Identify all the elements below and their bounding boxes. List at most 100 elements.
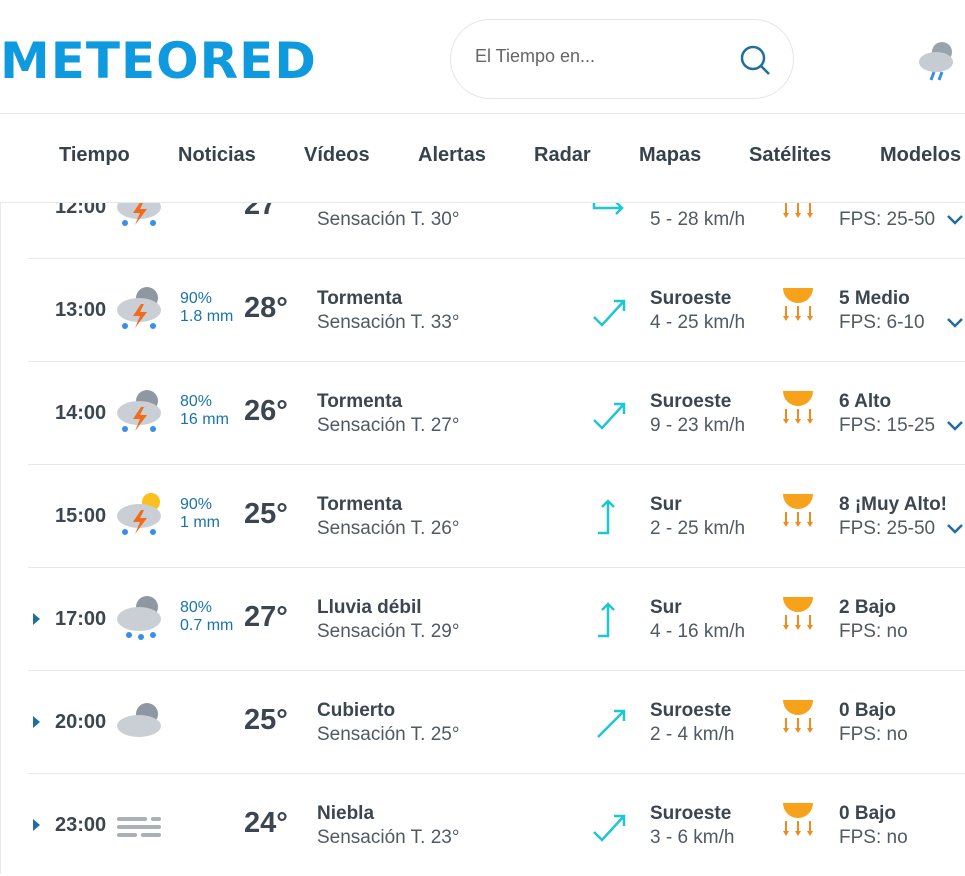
wind-speed: 4 - 25 km/h bbox=[650, 312, 746, 333]
forecast-row[interactable]: 17:00 80% 0.7 mm 27° Lluvia débil Sensación T… bbox=[28, 567, 965, 670]
feels-like: Sensación T. 29° bbox=[317, 621, 460, 642]
hour: 23:00 bbox=[55, 814, 107, 836]
fps: FPS: no bbox=[839, 724, 908, 745]
uv-sun-icon bbox=[783, 494, 813, 527]
condition-text: Tormenta bbox=[317, 391, 403, 412]
feels-like: Sensación T. 33° bbox=[317, 312, 460, 333]
hour: 13:00 bbox=[55, 299, 107, 321]
search-box[interactable] bbox=[450, 19, 794, 99]
list-border bbox=[0, 203, 1, 874]
wind-direction-icon bbox=[593, 299, 626, 327]
meteored-logo[interactable]: METEORED bbox=[0, 32, 317, 90]
chevron-down-icon[interactable] bbox=[946, 420, 964, 432]
nav-alertas[interactable]: Alertas bbox=[418, 144, 486, 166]
condition-text: Niebla bbox=[317, 803, 375, 824]
wind-direction: Suroeste bbox=[650, 700, 732, 721]
forecast-row[interactable]: 20:00 25° Cubierto Sensación T. 25° Suroeste… bbox=[28, 670, 965, 773]
precipitation: 80% 0.7 mm bbox=[180, 599, 233, 635]
wind-direction-icon bbox=[598, 499, 615, 535]
condition: Sensación T. 30° bbox=[317, 184, 459, 232]
expand-triangle-icon[interactable] bbox=[33, 716, 40, 728]
fps: FPS: 6-10 bbox=[839, 312, 925, 333]
wind: Suroeste 3 - 6 km/h bbox=[650, 802, 734, 850]
condition-text: Cubierto bbox=[317, 700, 396, 721]
feels-like: Sensación T. 27° bbox=[317, 415, 460, 436]
fog-weather-icon bbox=[117, 817, 161, 837]
uv-sun-icon bbox=[783, 597, 813, 630]
feels-like: Sensación T. 25° bbox=[317, 724, 460, 745]
cloudy-weather-icon bbox=[117, 703, 161, 737]
uv-index: 8 ¡Muy Alto! FPS: 25-50 bbox=[839, 493, 947, 541]
wind: Sur 2 - 25 km/h bbox=[650, 493, 745, 541]
uv-sun-icon bbox=[783, 700, 813, 733]
temperature: 25° bbox=[244, 704, 288, 736]
fps: FPS: 15-25 bbox=[839, 415, 936, 436]
uv-level: 8 ¡Muy Alto! bbox=[839, 494, 948, 515]
chevron-down-icon[interactable] bbox=[946, 214, 964, 226]
uv-sun-icon bbox=[783, 288, 813, 321]
wind-speed: 5 - 28 km/h bbox=[650, 209, 746, 230]
condition: Niebla Sensación T. 23° bbox=[317, 802, 459, 850]
wind-direction-icon bbox=[593, 814, 626, 842]
temperature: 26° bbox=[244, 395, 288, 427]
fps: FPS: no bbox=[839, 621, 908, 642]
hour: 17:00 bbox=[55, 608, 107, 630]
search-icon[interactable] bbox=[739, 44, 773, 78]
uv-index: 2 Bajo FPS: no bbox=[839, 596, 908, 644]
uv-level: 2 Bajo bbox=[839, 597, 897, 618]
fps: FPS: no bbox=[839, 827, 908, 848]
expand-triangle-icon[interactable] bbox=[33, 613, 40, 625]
wind-direction-icon bbox=[598, 602, 615, 638]
wind: 5 - 28 km/h bbox=[650, 184, 745, 232]
forecast-row[interactable]: 23:00 24° Niebla Sensación T. 23° Suroeste 3 … bbox=[28, 773, 965, 876]
wind-direction: Suroeste bbox=[650, 391, 732, 412]
wind-speed: 2 - 25 km/h bbox=[650, 518, 746, 539]
uv-level: 5 Medio bbox=[839, 288, 910, 309]
nav-noticias[interactable]: Noticias bbox=[178, 144, 256, 166]
precip-probability: 90% bbox=[180, 496, 213, 513]
nav-mapas[interactable]: Mapas bbox=[639, 144, 702, 166]
temperature: 27° bbox=[244, 601, 288, 633]
forecast-row[interactable]: 14:00 80% 16 mm 26° Tormenta Sensación T. 27°… bbox=[28, 361, 965, 464]
forecast-row[interactable]: 13:00 90% 1.8 mm 28° Tormenta Sensación T. 33… bbox=[28, 258, 965, 361]
condition-text: Tormenta bbox=[317, 288, 403, 309]
condition: Tormenta Sensación T. 33° bbox=[317, 287, 459, 335]
wind-speed: 9 - 23 km/h bbox=[650, 415, 746, 436]
feels-like: Sensación T. 30° bbox=[317, 209, 460, 230]
wind-direction-icon bbox=[593, 402, 626, 430]
wind-direction: Sur bbox=[650, 494, 682, 515]
fps: FPS: 25-50 bbox=[839, 518, 936, 539]
condition: Cubierto Sensación T. 25° bbox=[317, 699, 459, 747]
uv-sun-icon bbox=[783, 803, 813, 836]
uv-index: 0 Bajo FPS: no bbox=[839, 699, 908, 747]
uv-index: FPS: 25-50 bbox=[839, 184, 935, 232]
feels-like: Sensación T. 23° bbox=[317, 827, 460, 848]
wind-direction: Sur bbox=[650, 597, 682, 618]
wind: Suroeste 9 - 23 km/h bbox=[650, 390, 745, 438]
chevron-down-icon[interactable] bbox=[946, 523, 964, 535]
uv-level: 6 Alto bbox=[839, 391, 892, 412]
condition: Lluvia débil Sensación T. 29° bbox=[317, 596, 459, 644]
fps: FPS: 25-50 bbox=[839, 209, 936, 230]
wind: Suroeste 2 - 4 km/h bbox=[650, 699, 734, 747]
nav-tiempo[interactable]: Tiempo bbox=[59, 144, 130, 166]
hour: 14:00 bbox=[55, 402, 107, 424]
search-input[interactable] bbox=[475, 46, 725, 67]
site-header: METEORED Tiempo Noticias Vídeos Alertas … bbox=[0, 0, 965, 203]
storm-sun-weather-icon bbox=[117, 493, 161, 535]
wind-direction-icon bbox=[597, 709, 626, 738]
nav-videos[interactable]: Vídeos bbox=[304, 144, 370, 166]
cloud-rain-icon[interactable] bbox=[916, 38, 962, 82]
chevron-down-icon[interactable] bbox=[946, 317, 964, 329]
nav-satelites[interactable]: Satélites bbox=[749, 144, 832, 166]
nav-radar[interactable]: Radar bbox=[534, 144, 591, 166]
temperature: 24° bbox=[244, 807, 288, 839]
nav-modelos[interactable]: Modelos bbox=[880, 144, 962, 166]
forecast-row[interactable]: 15:00 90% 1 mm 25° Tormenta Sensación T. 26° S… bbox=[28, 464, 965, 567]
expand-triangle-icon[interactable] bbox=[33, 819, 40, 831]
uv-index: 5 Medio FPS: 6-10 bbox=[839, 287, 925, 335]
wind-speed: 2 - 4 km/h bbox=[650, 724, 735, 745]
precip-amount: 1.8 mm bbox=[180, 308, 234, 325]
precip-probability: 90% bbox=[180, 290, 213, 307]
feels-like: Sensación T. 26° bbox=[317, 518, 460, 539]
